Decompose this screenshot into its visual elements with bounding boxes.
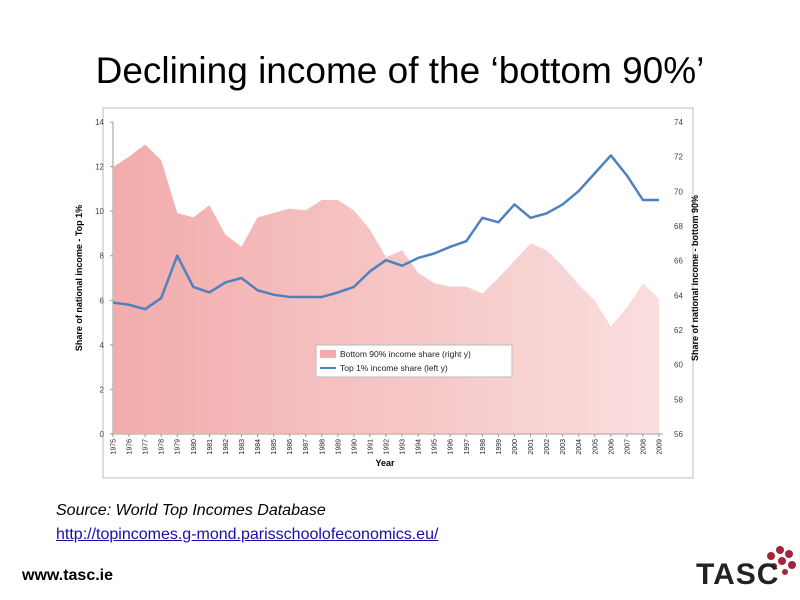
y-tick-label: 4 [100,341,105,350]
x-tick-label: 1997 [464,439,471,455]
y2-tick-label: 66 [674,257,683,266]
footer-url: www.tasc.ie [22,567,113,584]
y-tick-label: 6 [100,296,105,305]
x-tick-label: 1975 [111,439,118,455]
x-tick-label: 1992 [384,439,391,455]
x-tick-label: 1991 [367,439,374,455]
y-tick-label: 8 [100,252,105,261]
x-tick-label: 2005 [592,439,599,455]
x-tick-label: 1990 [351,439,358,455]
x-tick-label: 2008 [640,439,647,455]
x-tick-label: 1988 [319,439,326,455]
line [112,154,659,311]
x-tick-label: 2002 [544,439,551,455]
legend-label: Bottom 90% income share (right y) [340,349,471,359]
y-tick-label: 10 [95,207,104,216]
y2-tick-label: 72 [674,153,683,162]
x-tick-label: 1994 [416,439,423,455]
x-tick-label: 2004 [576,439,583,455]
x-tick-label: 1989 [335,439,342,455]
x-tick-label: 1984 [255,439,262,455]
source-link[interactable]: http://topincomes.g-mond.parisschoolofec… [56,526,439,543]
x-tick-label: 2000 [512,439,519,455]
x-tick-label: 1996 [448,439,455,455]
x-axis-title: Year [375,458,395,468]
source-note: Source: World Top Incomes Database [56,502,326,519]
x-tick-label: 1983 [239,439,246,455]
y2-tick-label: 74 [674,118,683,127]
x-tick-label: 2006 [608,439,615,455]
x-tick-label: 1986 [287,439,294,455]
legend-box [315,344,513,378]
x-tick-label: 1979 [175,439,182,455]
y-tick-label: 12 [95,163,104,172]
legend-label: Top 1% income share (left y) [340,363,448,373]
x-tick-label: 1995 [432,439,439,455]
x-tick-label: 1987 [303,439,310,455]
y2-tick-label: 62 [674,326,683,335]
area [113,144,659,435]
x-tick-label: 1982 [223,439,230,455]
y-tick-label: 14 [95,118,104,127]
logo: TASC [696,558,780,591]
x-tick-label: 2003 [560,439,567,455]
y-tick-label: 2 [100,385,105,394]
slide-title: Declining income of the ‘bottom 90%’ [95,50,705,91]
x-tick-label: 2007 [624,439,631,455]
x-tick-label: 1985 [271,439,278,455]
x-tick-label: 1998 [480,439,487,455]
x-tick-label: 1981 [207,439,214,455]
y2-tick-label: 68 [674,222,683,231]
x-tick-label: 1976 [127,439,134,455]
y2-tick-label: 64 [674,291,683,300]
y2-tick-label: 60 [674,361,683,370]
x-tick-label: 1977 [143,439,150,455]
y-tick-label: 0 [100,430,105,439]
x-tick-label: 1980 [191,439,198,455]
y2-tick-label: 58 [674,395,683,404]
x-tick-label: 1999 [496,439,503,455]
x-tick-label: 2009 [657,439,664,455]
x-tick-label: 2001 [528,439,535,455]
y2-tick-label: 70 [674,187,683,196]
y2-axis-title: Share of national income - bottom 90% [690,195,700,361]
legend-swatch [320,350,336,358]
y-axis-title: Share of national income - Top 1% [74,205,84,351]
logo-dots [767,546,796,575]
x-tick-label: 1993 [400,439,407,455]
y2-tick-label: 56 [674,430,683,439]
x-tick-label: 1978 [159,439,166,455]
